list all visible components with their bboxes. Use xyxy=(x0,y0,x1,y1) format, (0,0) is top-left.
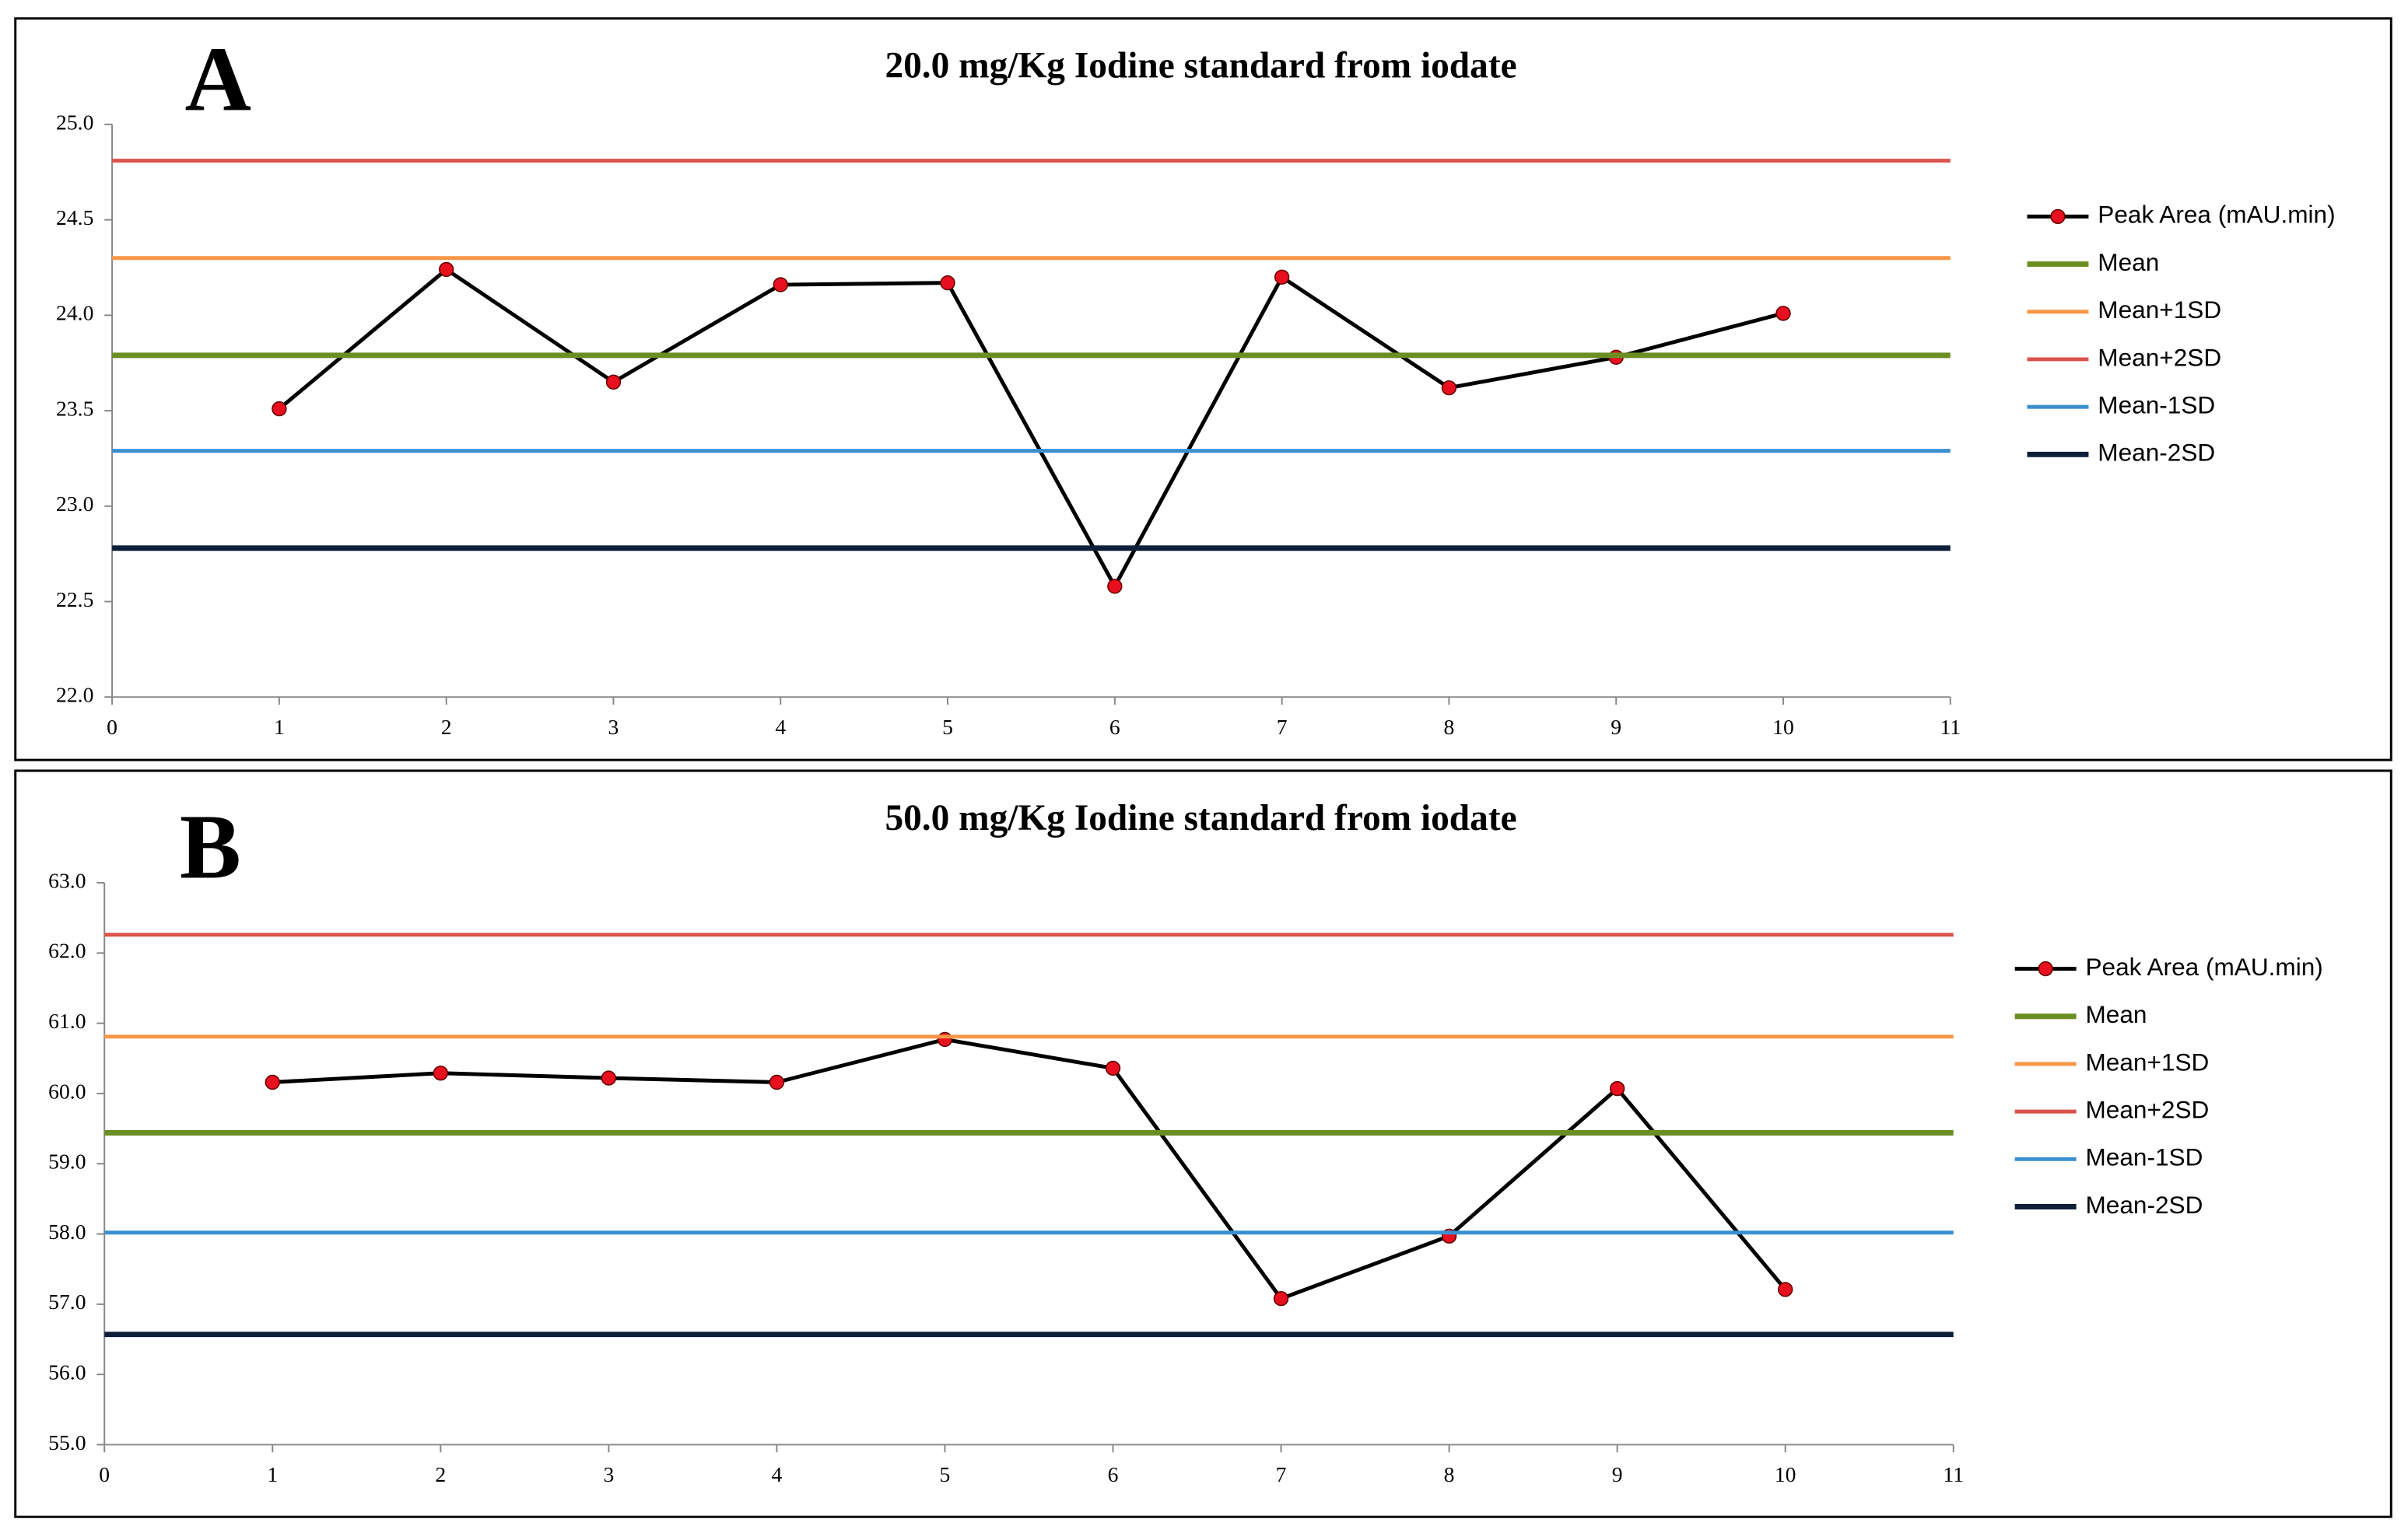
y-tick-label: 57.0 xyxy=(48,1290,86,1314)
y-tick-label: 56.0 xyxy=(48,1360,86,1384)
data-point xyxy=(937,1031,953,1048)
x-tick-label: 9 xyxy=(1612,1462,1623,1486)
x-tick-label: 5 xyxy=(942,715,953,739)
x-tick-label: 11 xyxy=(1940,715,1961,739)
x-tick-label: 4 xyxy=(772,1462,783,1486)
x-tick-label: 1 xyxy=(274,715,285,739)
legend-label: Mean xyxy=(2085,1000,2147,1028)
legend-label: Mean+2SD xyxy=(2098,343,2221,371)
x-tick-label: 2 xyxy=(435,1462,446,1486)
legend-marker xyxy=(2050,208,2066,225)
x-tick-label: 2 xyxy=(441,715,452,739)
y-tick-label: 63.0 xyxy=(48,868,86,892)
data-point xyxy=(605,374,622,390)
x-tick-label: 11 xyxy=(1943,1462,1964,1486)
y-tick-label: 22.0 xyxy=(56,683,93,707)
data-point xyxy=(1105,1060,1121,1076)
x-tick-label: 0 xyxy=(107,715,117,739)
y-tick-label: 59.0 xyxy=(48,1150,86,1174)
y-tick-label: 58.0 xyxy=(48,1220,86,1244)
y-tick-label: 61.0 xyxy=(48,1009,86,1033)
data-point xyxy=(1274,269,1290,285)
y-tick-label: 60.0 xyxy=(48,1079,86,1103)
data-point xyxy=(272,401,287,417)
y-tick-label: 55.0 xyxy=(48,1430,86,1454)
data-point xyxy=(940,275,955,291)
x-tick-label: 1 xyxy=(267,1462,278,1486)
x-tick-label: 3 xyxy=(603,1462,614,1486)
x-tick-label: 10 xyxy=(1775,1462,1796,1486)
y-tick-label: 62.0 xyxy=(48,939,86,963)
data-point xyxy=(1441,380,1457,396)
data-point xyxy=(1107,579,1123,594)
legend-label: Peak Area (mAU.min) xyxy=(2098,201,2335,229)
panel-label: B xyxy=(180,796,241,898)
legend-marker xyxy=(2038,961,2053,977)
data-point xyxy=(601,1070,617,1086)
legend-label: Mean xyxy=(2098,248,2159,276)
legend-label: Mean-2SD xyxy=(2085,1191,2203,1219)
data-point xyxy=(433,1066,448,1081)
legend-label: Mean-1SD xyxy=(2098,390,2215,418)
data-point xyxy=(773,277,788,292)
x-tick-label: 4 xyxy=(775,715,786,739)
x-tick-label: 6 xyxy=(1108,1462,1119,1486)
x-tick-label: 7 xyxy=(1277,715,1288,739)
data-point xyxy=(1273,1290,1289,1307)
x-tick-label: 7 xyxy=(1276,1462,1287,1486)
data-point xyxy=(1778,1282,1793,1297)
data-line xyxy=(278,267,1784,590)
legend-label: Mean-2SD xyxy=(2098,439,2215,467)
x-tick-label: 3 xyxy=(608,715,619,739)
data-point xyxy=(1609,1080,1625,1097)
legend-label: Mean-1SD xyxy=(2085,1143,2203,1171)
legend-label: Mean+1SD xyxy=(2085,1048,2209,1076)
x-tick-label: 10 xyxy=(1772,715,1794,739)
legend-label: Mean+1SD xyxy=(2098,296,2221,324)
data-point xyxy=(265,1074,280,1090)
legend-label: Mean+2SD xyxy=(2085,1095,2209,1123)
x-tick-label: 0 xyxy=(99,1462,110,1486)
data-point xyxy=(769,1074,785,1090)
y-tick-label: 24.0 xyxy=(56,301,93,325)
data-point xyxy=(439,261,454,278)
data-line xyxy=(272,1037,1787,1301)
x-tick-label: 8 xyxy=(1444,1462,1455,1486)
x-tick-label: 8 xyxy=(1444,715,1455,739)
y-tick-label: 25.0 xyxy=(56,110,93,134)
y-tick-label: 23.5 xyxy=(56,396,93,420)
panel-frame xyxy=(14,769,2392,1518)
x-tick-label: 6 xyxy=(1109,715,1120,739)
y-tick-label: 23.0 xyxy=(56,492,93,516)
legend-label: Peak Area (mAU.min) xyxy=(2085,953,2322,981)
y-tick-label: 22.5 xyxy=(56,587,93,611)
panel-label: A xyxy=(185,28,252,131)
data-point xyxy=(1775,306,1791,321)
chart-title: 20.0 mg/Kg Iodine standard from iodate xyxy=(885,46,1516,86)
y-tick-label: 24.5 xyxy=(56,205,93,229)
chart-title: 50.0 mg/Kg Iodine standard from iodate xyxy=(885,798,1516,838)
x-tick-label: 9 xyxy=(1611,715,1621,739)
x-tick-label: 5 xyxy=(940,1462,951,1486)
panel-frame xyxy=(14,17,2392,761)
